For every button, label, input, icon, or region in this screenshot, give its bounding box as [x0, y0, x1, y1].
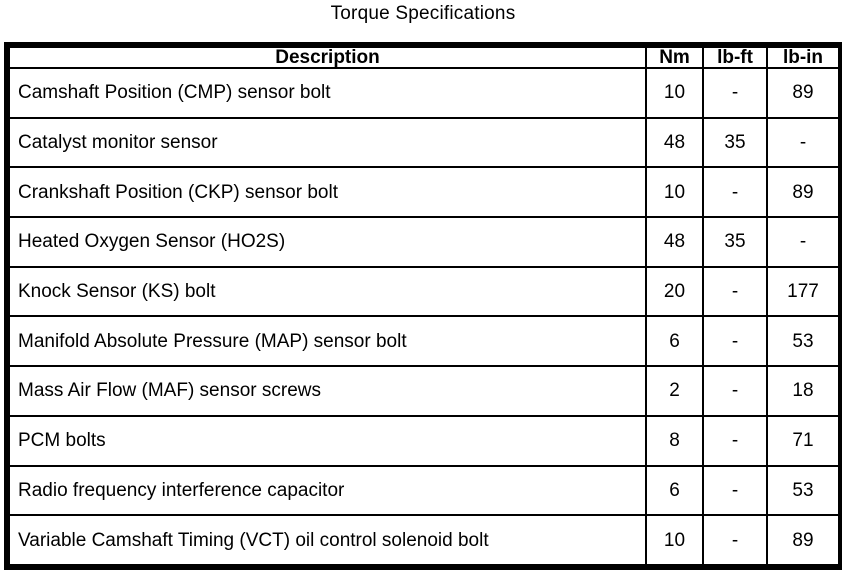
cell-description: Camshaft Position (CMP) sensor bolt — [8, 67, 647, 119]
table-row: Catalyst monitor sensor 48 35- — [8, 116, 840, 169]
table-row: Crankshaft Position (CKP) sensor bolt 10-… — [8, 166, 840, 219]
table-row: Mass Air Flow (MAF) sensor screws 2-18 — [8, 365, 840, 417]
cell-description: Knock Sensor (KS) bolt — [8, 265, 647, 318]
cell-description: Manifold Absolute Pressure (MAP) sensor … — [8, 315, 647, 368]
table-row: Heated Oxygen Sensor (HO2S) 48 35- — [8, 216, 840, 268]
cell-lb-in: 177 — [766, 265, 840, 318]
cell-description: PCM bolts — [8, 414, 647, 467]
page-title: Torque Specifications — [330, 3, 516, 24]
header-nm: Nm — [645, 46, 704, 69]
table-row: Variable Camshaft Timing (VCT) oil contr… — [8, 514, 840, 566]
spec-table: Description Nm lb-ft lb-in Camshaft Posi… — [8, 46, 840, 566]
cell-lb-in: - — [766, 216, 840, 268]
cell-description: Catalyst monitor sensor — [8, 116, 647, 169]
cell-lb-in: 53 — [766, 464, 840, 517]
cell-description: Variable Camshaft Timing (VCT) oil contr… — [8, 514, 647, 566]
cell-lb-in: 89 — [766, 67, 840, 119]
header-lb-ft: lb-ft — [702, 46, 768, 69]
cell-nm: 20 — [645, 265, 704, 318]
cell-description: Radio frequency interference capacitor — [8, 464, 647, 517]
cell-lb-ft: - — [702, 365, 768, 417]
cell-nm: 2 — [645, 365, 704, 417]
cell-lb-ft: - — [702, 464, 768, 517]
cell-lb-ft: 35 — [702, 216, 768, 268]
cell-nm: 48 — [645, 216, 704, 268]
cell-description: Crankshaft Position (CKP) sensor bolt — [8, 166, 647, 219]
table-row: Knock Sensor (KS) bolt 20-177 — [8, 265, 840, 318]
cell-nm: 8 — [645, 414, 704, 467]
table-row: Camshaft Position (CMP) sensor bolt 10-89 — [8, 67, 840, 119]
table-row: Radio frequency interference capacitor 6-… — [8, 464, 840, 517]
cell-nm: 6 — [645, 315, 704, 368]
cell-description: Mass Air Flow (MAF) sensor screws — [8, 365, 647, 417]
cell-lb-ft: 35 — [702, 116, 768, 169]
cell-lb-in: 89 — [766, 166, 840, 219]
cell-nm: 6 — [645, 464, 704, 517]
cell-description: Heated Oxygen Sensor (HO2S) — [8, 216, 647, 268]
cell-lb-ft: - — [702, 166, 768, 219]
header-row: Description Nm lb-ft lb-in — [8, 46, 840, 69]
header-description: Description — [8, 46, 647, 69]
cell-lb-in: 18 — [766, 365, 840, 417]
cell-lb-ft: - — [702, 414, 768, 467]
cell-lb-ft: - — [702, 265, 768, 318]
cell-lb-ft: - — [702, 315, 768, 368]
table-row: Manifold Absolute Pressure (MAP) sensor … — [8, 315, 840, 368]
cell-lb-in: 71 — [766, 414, 840, 467]
torque-specifications-table: Description Nm lb-ft lb-in Camshaft Posi… — [4, 42, 842, 570]
table-row: PCM bolts 8-71 — [8, 414, 840, 467]
table-body: Camshaft Position (CMP) sensor bolt 10-89… — [8, 67, 840, 566]
cell-lb-in: 89 — [766, 514, 840, 566]
cell-lb-in: 53 — [766, 315, 840, 368]
cell-nm: 10 — [645, 67, 704, 119]
cell-lb-ft: - — [702, 514, 768, 566]
cell-lb-in: - — [766, 116, 840, 169]
cell-lb-ft: - — [702, 67, 768, 119]
header-lb-in: lb-in — [766, 46, 840, 69]
cell-nm: 10 — [645, 514, 704, 566]
cell-nm: 48 — [645, 116, 704, 169]
cell-nm: 10 — [645, 166, 704, 219]
